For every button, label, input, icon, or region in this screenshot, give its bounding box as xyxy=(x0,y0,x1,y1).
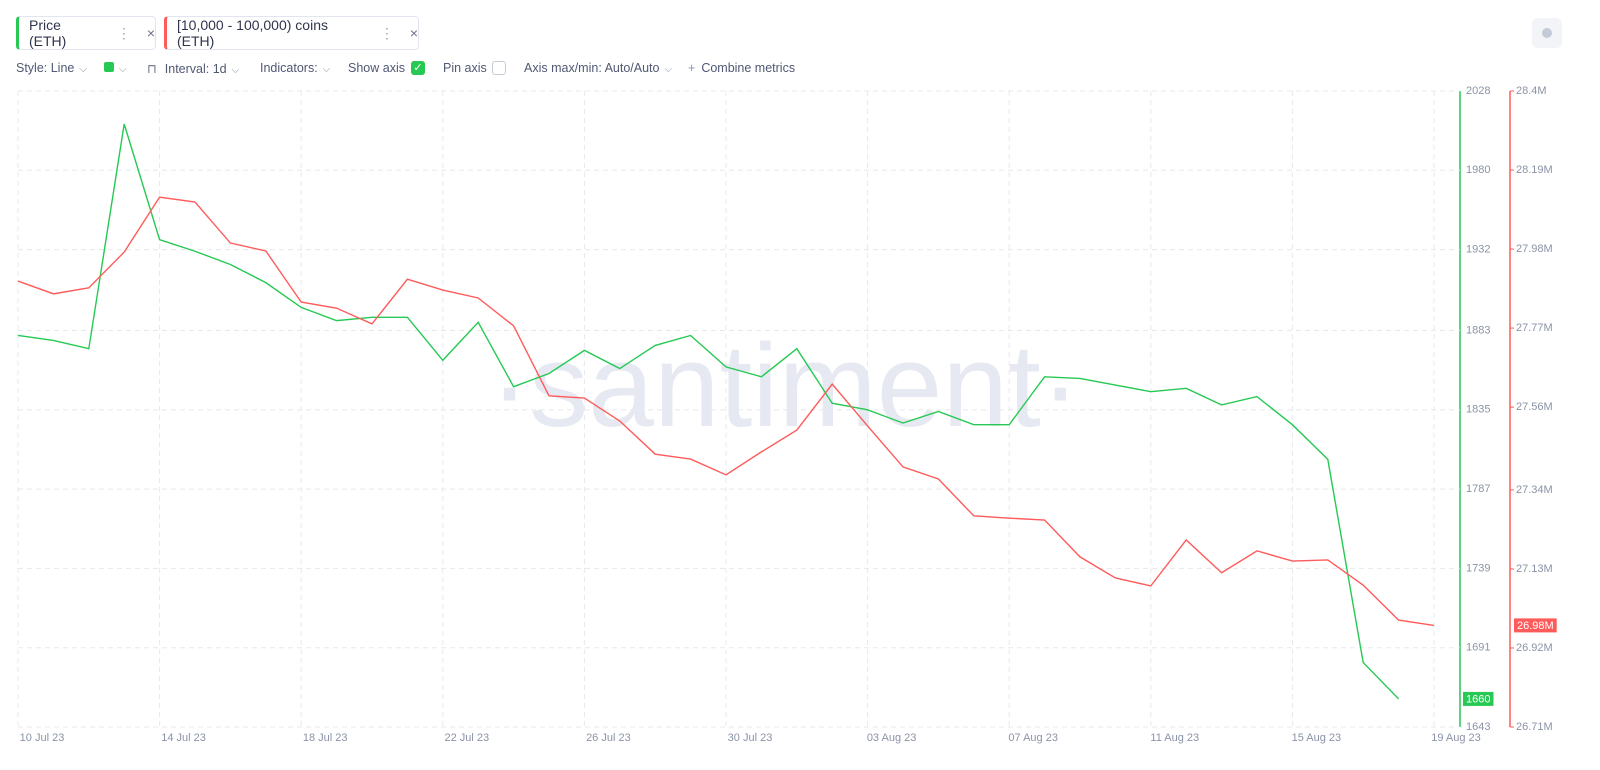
toolbar-label: Combine metrics xyxy=(701,61,796,75)
x-tick-label: 10 Jul 23 xyxy=(20,732,65,744)
settings-button[interactable] xyxy=(1532,18,1562,48)
toolbar-label: Indicators: xyxy=(260,61,318,75)
last-value-badge: 26.98M xyxy=(1514,618,1557,633)
style-dropdown[interactable]: Style: Line ⌵ xyxy=(16,61,87,75)
button-icon xyxy=(1542,28,1552,38)
metric-chip[interactable]: Price (ETH) ⋮ × xyxy=(16,16,156,50)
last-value-label: 1660 xyxy=(1466,693,1490,705)
toolbar-label: Interval: 1d xyxy=(164,62,227,76)
y2-tick-label: 28.19M xyxy=(1516,164,1553,176)
y2-tick-label: 27.13M xyxy=(1516,563,1553,575)
x-tick-label: 19 Aug 23 xyxy=(1431,732,1481,744)
plus-icon: + xyxy=(688,61,696,75)
x-tick-label: 22 Jul 23 xyxy=(444,732,489,744)
y-tick-label: 1643 xyxy=(1466,721,1490,733)
y-tick-label: 1739 xyxy=(1466,562,1490,574)
y-tick-label: 1691 xyxy=(1466,642,1490,654)
y-tick-label: 1932 xyxy=(1466,243,1490,255)
series-line xyxy=(17,123,1400,700)
color-swatch xyxy=(104,62,114,72)
y2-tick-label: 27.56M xyxy=(1516,401,1553,413)
chip-label: Price (ETH) xyxy=(29,17,67,49)
y2-tick-label: 27.77M xyxy=(1516,322,1553,334)
y-tick-label: 1787 xyxy=(1466,483,1490,495)
x-tick-label: 03 Aug 23 xyxy=(867,732,917,744)
y-tick-label: 1883 xyxy=(1466,324,1490,336)
badge-bg xyxy=(1514,618,1557,633)
watermark: ·santiment· xyxy=(490,320,1080,452)
x-tick-label: 30 Jul 23 xyxy=(728,732,773,744)
x-tick-label: 14 Jul 23 xyxy=(161,732,206,744)
y-tick-label: 1980 xyxy=(1466,164,1490,176)
x-tick-label: 15 Aug 23 xyxy=(1292,732,1342,744)
x-tick-label: 11 Aug 23 xyxy=(1150,732,1199,744)
combine-metrics-button[interactable]: + Combine metrics xyxy=(688,61,795,75)
chip-close[interactable]: × xyxy=(146,25,155,41)
y2-tick-label: 27.98M xyxy=(1516,243,1553,255)
color-dropdown[interactable]: ⌵ xyxy=(104,61,127,75)
y2-tick-label: 27.34M xyxy=(1516,484,1553,496)
toolbar-label: Style: Line xyxy=(16,61,75,75)
y2-tick-label: 26.71M xyxy=(1516,721,1553,733)
interval-dropdown[interactable]: ⊓ Interval: 1d ⌵ xyxy=(147,62,240,76)
chip-close[interactable]: × xyxy=(409,25,418,41)
axis-minmax-dropdown[interactable]: Axis max/min: Auto/Auto ⌵ xyxy=(524,61,673,75)
show-axis-toggle[interactable]: Show axis xyxy=(348,61,405,75)
last-value-label: 26.98M xyxy=(1517,620,1554,632)
y-tick-label: 1835 xyxy=(1466,404,1490,416)
checkbox-checked[interactable]: ✓ xyxy=(411,61,425,75)
chip-label: [10,000 - 100,000) coins (ETH) xyxy=(177,17,328,49)
y2-tick-label: 26.92M xyxy=(1516,642,1553,654)
chip-menu[interactable]: ⋮ xyxy=(379,24,394,41)
toolbar-label: Pin axis xyxy=(443,61,487,75)
y2-tick-label: 28.4M xyxy=(1516,85,1547,97)
indicators-dropdown[interactable]: Indicators: ⌵ xyxy=(260,61,331,75)
chip-menu[interactable]: ⋮ xyxy=(116,24,131,41)
pin-axis-toggle[interactable]: Pin axis xyxy=(443,61,487,75)
x-tick-label: 26 Jul 23 xyxy=(586,732,631,744)
toolbar-label: Axis max/min: Auto/Auto xyxy=(524,61,660,75)
last-value-badge: 1660 xyxy=(1463,691,1494,706)
checkbox[interactable] xyxy=(492,61,506,75)
x-tick-label: 07 Aug 23 xyxy=(1008,732,1058,744)
toolbar-label: Show axis xyxy=(348,61,405,75)
badge-bg xyxy=(1463,691,1494,706)
series-line xyxy=(17,196,1435,627)
interval-icon: ⊓ xyxy=(147,62,157,76)
x-tick-label: 18 Jul 23 xyxy=(303,732,348,744)
y-tick-label: 2028 xyxy=(1466,85,1490,97)
metric-chip[interactable]: [10,000 - 100,000) coins (ETH) ⋮ × xyxy=(164,16,419,50)
